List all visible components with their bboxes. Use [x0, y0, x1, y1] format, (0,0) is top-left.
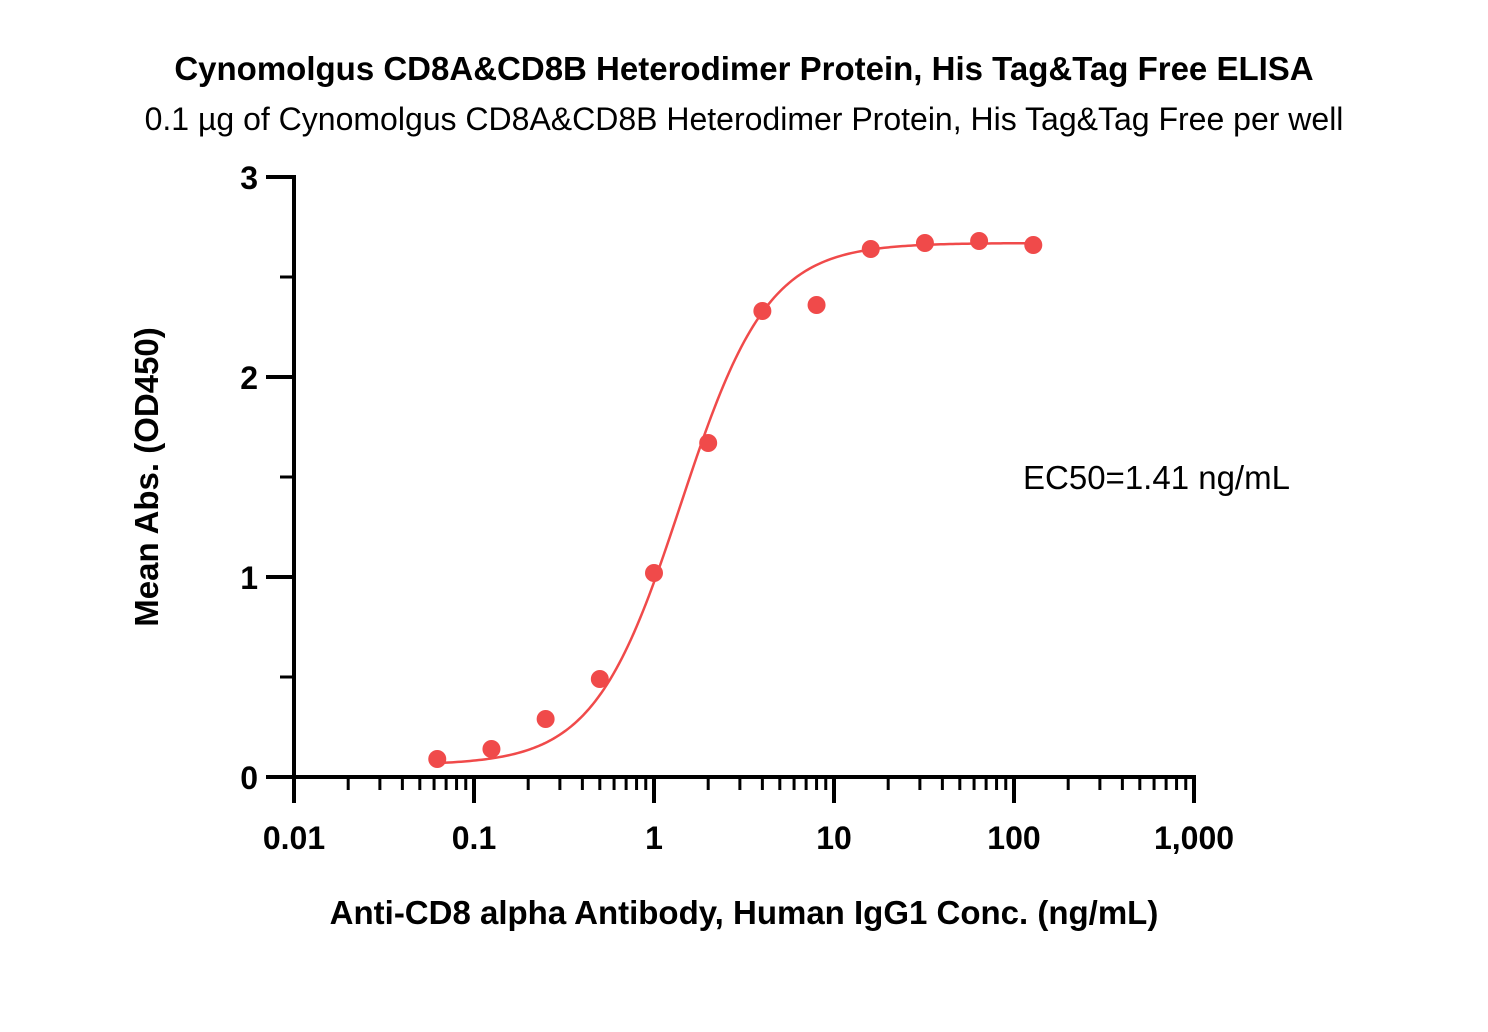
chart-title: Cynomolgus CD8A&CD8B Heterodimer Protein…: [174, 50, 1313, 87]
y-tick-label: 2: [240, 360, 258, 396]
x-tick-label: 100: [987, 820, 1040, 856]
x-axis-label: Anti-CD8 alpha Antibody, Human IgG1 Conc…: [330, 894, 1159, 931]
data-point: [536, 710, 555, 728]
data-point: [807, 296, 826, 314]
y-axis-ticks: 0 1 2 3: [240, 160, 294, 796]
x-tick-label: 1: [645, 820, 663, 856]
chart-subtitle: 0.1 µg of Cynomolgus CD8A&CD8B Heterodim…: [145, 101, 1344, 137]
ec50-annotation: EC50=1.41 ng/mL: [1023, 459, 1290, 496]
y-tick-label: 3: [240, 160, 258, 196]
data-point: [1024, 236, 1043, 254]
data-point: [970, 232, 989, 250]
data-point: [428, 750, 447, 768]
data-point: [915, 234, 934, 252]
y-axis-label: Mean Abs. (OD450): [128, 327, 165, 627]
data-point: [699, 434, 718, 452]
x-tick-label: 1,000: [1154, 820, 1234, 856]
x-tick-label: 10: [816, 820, 852, 856]
x-axis-ticks: 0.01 0.1 1 10 100 1,000: [263, 777, 1234, 856]
x-tick-label: 0.01: [263, 820, 325, 856]
y-tick-label: 1: [240, 560, 258, 596]
fit-curve: [437, 241, 1034, 765]
plot-area: 0.01 0.1 1 10 100 1,000 0 1 2 3: [240, 160, 1234, 856]
data-point: [861, 240, 880, 258]
data-point: [590, 670, 609, 688]
data-point: [645, 564, 663, 582]
data-points: [428, 232, 1043, 768]
data-point: [482, 740, 501, 758]
x-tick-label: 0.1: [452, 820, 496, 856]
y-tick-label: 0: [240, 760, 258, 796]
data-point: [753, 302, 772, 320]
